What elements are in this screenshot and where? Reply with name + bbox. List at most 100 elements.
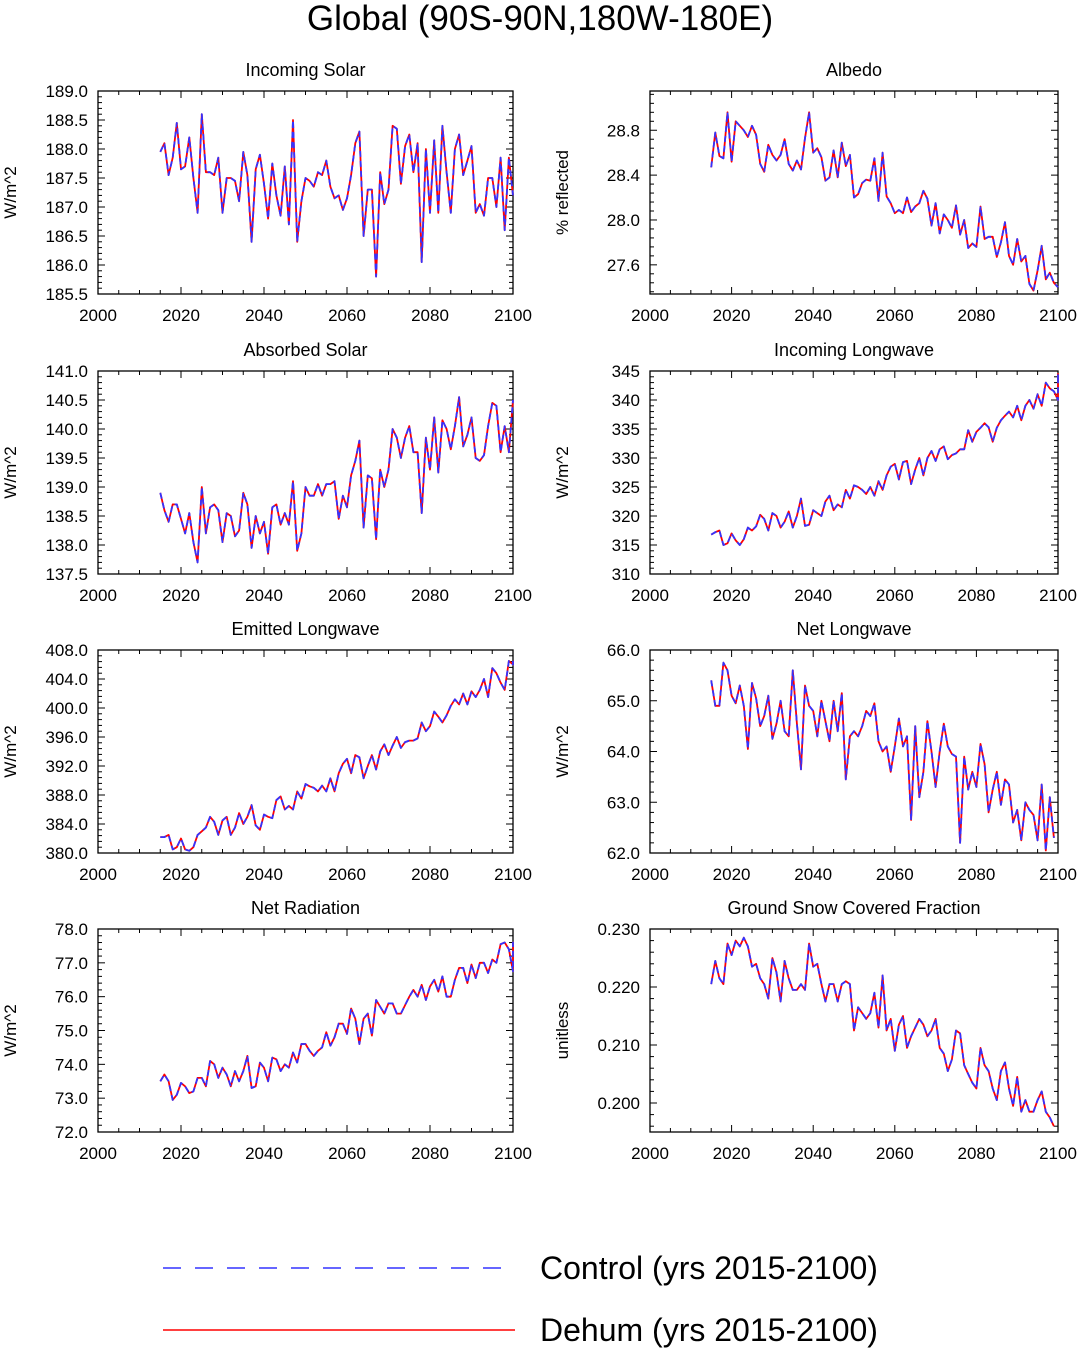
y-tick-label: 188.5 — [45, 111, 88, 130]
x-tick-label: 2080 — [957, 1144, 995, 1163]
x-tick-label: 2060 — [876, 586, 914, 605]
x-tick-label: 2000 — [79, 306, 117, 325]
x-tick-label: 2100 — [1039, 586, 1077, 605]
plot-frame — [97, 370, 514, 575]
x-tick-label: 2020 — [713, 1144, 751, 1163]
y-tick-label: 404.0 — [45, 670, 88, 689]
y-tick-label: 186.0 — [45, 256, 88, 275]
y-axis-label: W/m^2 — [553, 725, 572, 777]
y-tick-label: 396.0 — [45, 728, 88, 747]
y-tick-label: 78.0 — [55, 920, 88, 939]
y-tick-label: 384.0 — [45, 815, 88, 834]
y-tick-label: 400.0 — [45, 699, 88, 718]
y-tick-label: 75.0 — [55, 1022, 88, 1041]
y-tick-label: 76.0 — [55, 988, 88, 1007]
x-tick-label: 2100 — [494, 1144, 532, 1163]
y-tick-label: 64.0 — [607, 743, 640, 762]
plot-frame — [649, 370, 1059, 575]
x-tick-label: 2040 — [794, 1144, 832, 1163]
y-tick-label: 138.0 — [45, 536, 88, 555]
x-tick-label: 2000 — [631, 1144, 669, 1163]
x-tick-label: 2000 — [79, 1144, 117, 1163]
x-tick-label: 2060 — [876, 865, 914, 884]
y-tick-label: 139.5 — [45, 449, 88, 468]
y-tick-label: 137.5 — [45, 565, 88, 584]
series-line-dehum — [710, 936, 1055, 1127]
y-tick-label: 140.5 — [45, 391, 88, 410]
x-tick-label: 2020 — [713, 865, 751, 884]
series-line-control — [710, 661, 1055, 852]
y-axis-label: W/m^2 — [553, 446, 572, 498]
x-tick-label: 2060 — [328, 1144, 366, 1163]
x-tick-label: 2060 — [876, 1144, 914, 1163]
x-tick-label: 2000 — [631, 865, 669, 884]
y-tick-label: 315 — [612, 536, 640, 555]
y-tick-label: 0.200 — [597, 1094, 640, 1113]
y-tick-label: 345 — [612, 362, 640, 381]
y-tick-label: 63.0 — [607, 793, 640, 812]
panel-title: Net Longwave — [796, 619, 911, 639]
chart-panel-0: Incoming Solar W/m^2 2000 2020 2040 2060 2080 2… — [1, 60, 532, 325]
y-tick-label: 0.210 — [597, 1036, 640, 1055]
x-tick-label: 2080 — [411, 586, 449, 605]
y-tick-label: 408.0 — [45, 641, 88, 660]
x-tick-label: 2100 — [494, 306, 532, 325]
y-tick-label: 74.0 — [55, 1055, 88, 1074]
y-axis-label: % reflected — [553, 150, 572, 235]
y-tick-label: 388.0 — [45, 786, 88, 805]
x-tick-label: 2020 — [162, 306, 200, 325]
series-line-dehum — [710, 111, 1059, 292]
y-tick-label: 186.5 — [45, 227, 88, 246]
x-tick-label: 2080 — [411, 306, 449, 325]
panel-title: Net Radiation — [251, 898, 360, 918]
chart-panel-5: Net Longwave W/m^2 2000 2020 2040 2060 2080 210… — [553, 619, 1077, 884]
y-tick-label: 0.230 — [597, 920, 640, 939]
x-tick-label: 2020 — [162, 1144, 200, 1163]
y-axis-label: unitless — [553, 1002, 572, 1060]
y-tick-label: 62.0 — [607, 844, 640, 863]
y-tick-label: 77.0 — [55, 954, 88, 973]
series-line-dehum — [710, 661, 1055, 852]
y-tick-label: 188.0 — [45, 140, 88, 159]
series-line-dehum — [159, 941, 514, 1101]
legend-control-label: Control (yrs 2015-2100) — [540, 1250, 878, 1286]
y-tick-label: 28.8 — [607, 121, 640, 140]
y-tick-label: 185.5 — [45, 285, 88, 304]
y-tick-label: 310 — [612, 565, 640, 584]
figure-title: Global (90S-90N,180W-180E) — [307, 0, 773, 38]
x-tick-label: 2020 — [162, 586, 200, 605]
series-line-control — [159, 941, 514, 1101]
x-tick-label: 2020 — [713, 306, 751, 325]
y-tick-label: 392.0 — [45, 757, 88, 776]
x-tick-label: 2040 — [245, 306, 283, 325]
x-tick-label: 2080 — [411, 1144, 449, 1163]
x-tick-label: 2040 — [794, 586, 832, 605]
y-tick-label: 65.0 — [607, 692, 640, 711]
x-tick-label: 2020 — [713, 586, 751, 605]
y-tick-label: 380.0 — [45, 844, 88, 863]
plot-frame — [97, 649, 514, 854]
x-tick-label: 2040 — [245, 865, 283, 884]
y-tick-label: 140.0 — [45, 420, 88, 439]
y-tick-label: 28.0 — [607, 211, 640, 230]
panel-title: Incoming Solar — [245, 60, 365, 80]
x-tick-label: 2100 — [1039, 865, 1077, 884]
y-tick-label: 73.0 — [55, 1089, 88, 1108]
y-tick-label: 187.5 — [45, 169, 88, 188]
y-tick-label: 72.0 — [55, 1123, 88, 1142]
panel-title: Incoming Longwave — [774, 340, 934, 360]
x-tick-label: 2080 — [957, 586, 995, 605]
x-tick-label: 2060 — [328, 586, 366, 605]
x-tick-label: 2000 — [631, 586, 669, 605]
x-tick-label: 2100 — [1039, 306, 1077, 325]
y-tick-label: 66.0 — [607, 641, 640, 660]
series-line-control — [710, 936, 1055, 1127]
y-tick-label: 335 — [612, 420, 640, 439]
series-line-control — [159, 396, 514, 564]
y-tick-label: 141.0 — [45, 362, 88, 381]
x-tick-label: 2020 — [162, 865, 200, 884]
y-tick-label: 340 — [612, 391, 640, 410]
series-line-dehum — [710, 372, 1059, 546]
y-axis-label: W/m^2 — [1, 725, 20, 777]
